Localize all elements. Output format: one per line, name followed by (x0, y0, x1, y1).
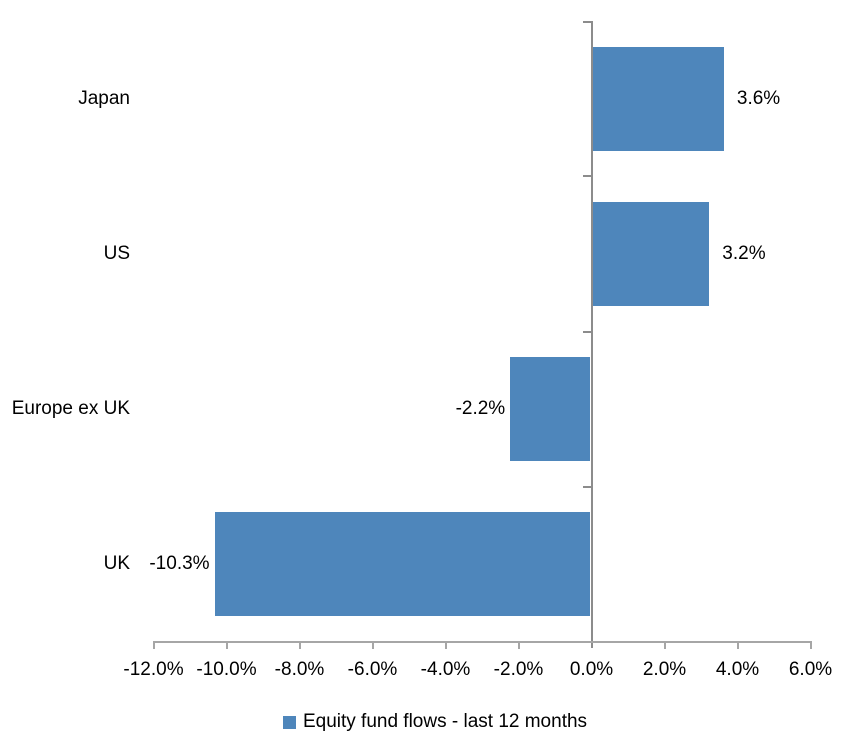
x-axis-tick-label-0-0: 0.0% (569, 659, 614, 680)
x-axis-tick (663, 641, 666, 649)
x-axis-tick-label-6-0: 6.0% (788, 659, 833, 680)
x-axis-tick-label-2-0: 2.0% (642, 659, 687, 680)
x-axis-tick (736, 641, 739, 649)
y-axis-tick (582, 21, 592, 23)
value-label-japan: 3.6% (736, 87, 781, 109)
x-axis-tick (225, 641, 228, 649)
x-axis-tick-label-4-0: 4.0% (715, 659, 760, 680)
y-axis-tick (582, 330, 592, 333)
x-axis-tick-label-8-0: -8.0% (274, 659, 325, 680)
x-axis-tick-label-12-0: -12.0% (123, 659, 184, 680)
y-axis-tick (582, 175, 592, 178)
x-axis-tick-label-10-0: -10.0% (196, 659, 257, 680)
category-label-europe-ex-uk: Europe ex UK (11, 398, 130, 420)
x-axis-tick-label-6-0: -6.0% (347, 659, 398, 680)
category-label-japan: Japan (78, 87, 130, 109)
x-axis-tick (298, 641, 301, 649)
category-label-us: US (103, 242, 130, 264)
x-axis-tick (809, 641, 812, 649)
bar-us (592, 201, 710, 306)
value-label-uk: -10.3% (149, 553, 210, 575)
value-label-europe-ex-uk: -2.2% (455, 398, 506, 420)
x-axis-tick-label-2-0: -2.0% (493, 659, 544, 680)
x-axis-tick (371, 641, 374, 649)
x-axis-line (153, 641, 812, 643)
bar-japan (592, 46, 724, 151)
bar-uk (214, 512, 591, 617)
category-label-uk: UK (103, 553, 130, 575)
y-axis-tick (582, 485, 592, 488)
x-axis-tick (444, 641, 447, 649)
y-axis-line (590, 21, 593, 648)
x-axis-tick (152, 641, 155, 649)
x-axis-tick-label-4-0: -4.0% (420, 659, 471, 680)
legend-swatch-icon (282, 715, 296, 729)
legend-label: Equity fund flows - last 12 months (302, 711, 588, 732)
x-axis-tick (517, 641, 520, 649)
bar-europe-ex-uk (510, 357, 591, 462)
legend: Equity fund flows - last 12 months (0, 708, 852, 736)
value-label-us: 3.2% (722, 242, 766, 264)
